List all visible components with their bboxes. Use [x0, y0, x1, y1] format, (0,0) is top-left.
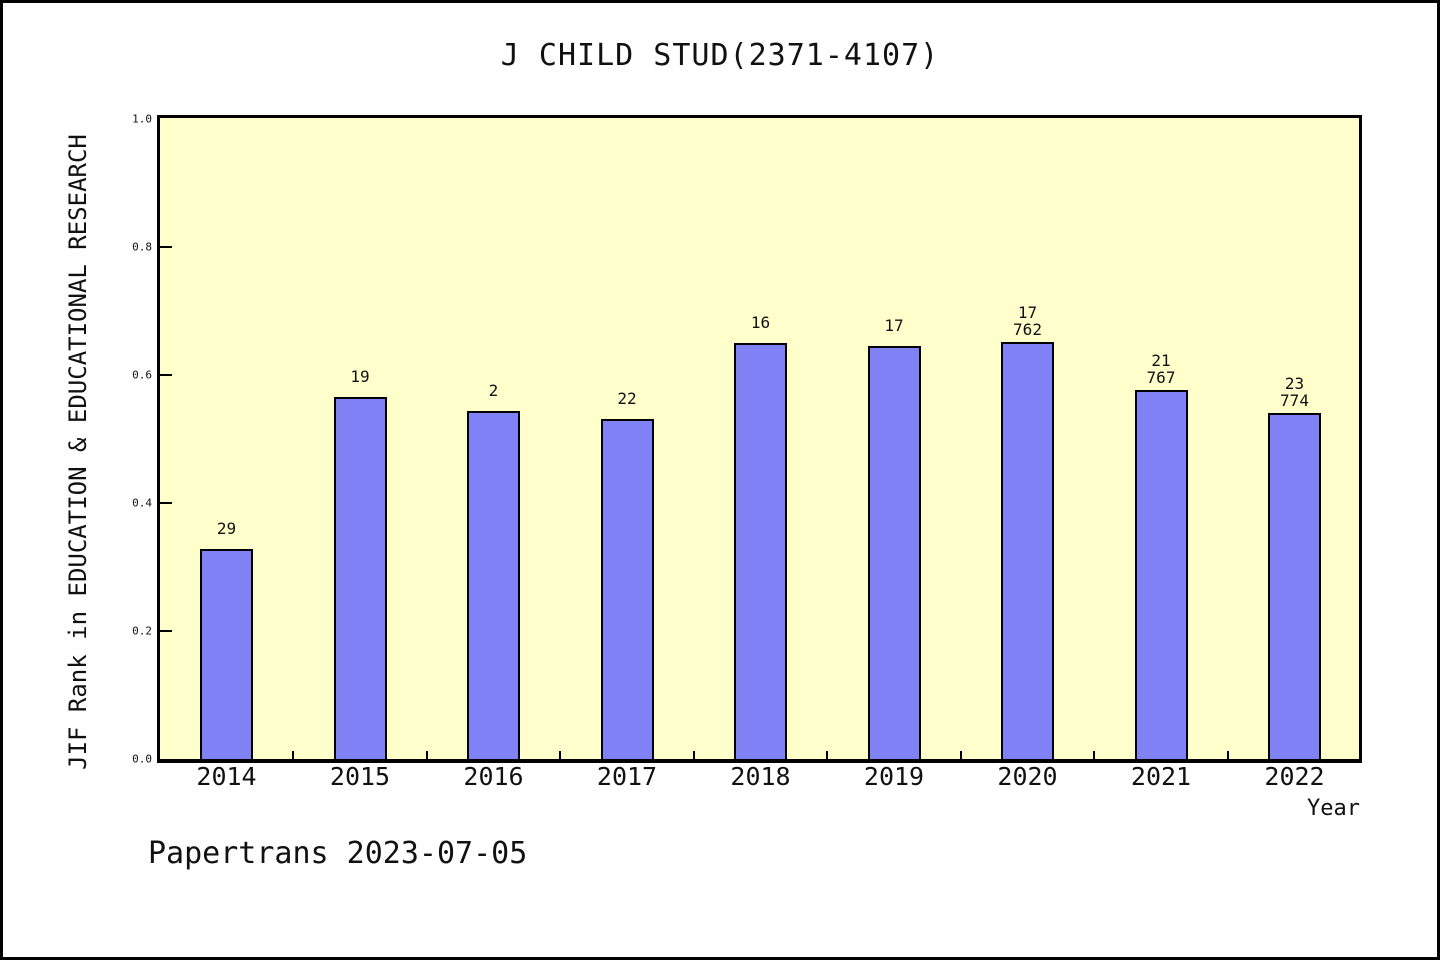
bar-2016: [467, 411, 520, 759]
y-tick-mark: [160, 374, 172, 376]
bar-value-line: 767: [1146, 368, 1176, 387]
x-minor-tick: [959, 751, 962, 759]
bar-value-label: 2: [434, 382, 554, 399]
bar-value-label: 21 767: [1101, 352, 1221, 386]
bar-value-line: 19: [350, 367, 370, 386]
x-axis-label: Year: [1307, 796, 1360, 821]
bar-value-label: 17 762: [968, 304, 1088, 338]
x-minor-tick: [559, 751, 562, 759]
x-minor-tick: [692, 751, 695, 759]
bar-value-label: 29: [167, 520, 287, 537]
x-tick-label-2021: 2021: [1130, 762, 1192, 791]
bar-value-line: 774: [1280, 391, 1309, 410]
y-tick-label: 0.4: [132, 496, 152, 510]
x-tick-label-2019: 2019: [863, 762, 925, 791]
y-tick-label: 0.6: [132, 368, 152, 382]
x-minor-tick: [1093, 751, 1096, 759]
x-tick-label-2017: 2017: [596, 762, 658, 791]
bar-value-line: 2: [488, 381, 499, 400]
bar-2020: [1001, 342, 1054, 759]
bar-value-label: 16: [701, 314, 821, 331]
bar-2019: [867, 346, 921, 759]
bar-2017: [600, 419, 654, 759]
bar-value-line: 23: [1284, 374, 1305, 393]
y-tick-mark: [160, 502, 172, 504]
y-tick-label: 0.2: [132, 624, 152, 638]
bar-value-label: 23 774: [1235, 375, 1355, 409]
bar-value-label: 17: [834, 317, 954, 334]
x-tick-label-2020: 2020: [997, 762, 1058, 791]
bar-value-line: 17: [1017, 303, 1038, 322]
x-minor-tick: [826, 751, 829, 759]
x-tick-label-2016: 2016: [463, 762, 524, 791]
x-minor-tick: [292, 751, 295, 759]
bar-2021: [1134, 390, 1188, 759]
y-tick-label: 0.8: [132, 240, 152, 254]
bar-value-line: 762: [1013, 320, 1042, 339]
plot-inner: 29 19 2 22 16 17 17 762 21 767 23 774: [160, 118, 1359, 759]
x-minor-tick: [1226, 751, 1229, 759]
bar-value-line: 22: [617, 389, 637, 408]
y-tick-label: 0.0: [132, 752, 152, 766]
bar-2014: [200, 549, 253, 759]
y-tick-label: 1.0: [132, 112, 152, 126]
bar-2022: [1268, 413, 1321, 759]
bar-value-line: 29: [216, 519, 237, 538]
bar-value-label: 22: [567, 390, 687, 407]
bar-value-line: 17: [884, 316, 904, 335]
bar-value-label: 19: [300, 368, 420, 385]
plot-area: 29 19 2 22 16 17 17 762 21 767 23 774: [157, 115, 1362, 763]
bar-2018: [734, 343, 787, 759]
x-tick-label-2018: 2018: [730, 762, 791, 791]
y-tick-mark: [160, 246, 172, 248]
x-tick-label-2022: 2022: [1264, 762, 1325, 791]
y-axis-label: JIF Rank in EDUCATION & EDUCATIONAL RESE…: [64, 134, 92, 770]
bar-value-line: 21: [1151, 351, 1171, 370]
x-minor-tick: [425, 751, 428, 759]
bar-value-line: 16: [750, 313, 771, 332]
x-tick-label-2014: 2014: [196, 762, 257, 791]
y-tick-mark: [160, 630, 172, 632]
x-tick-label-2015: 2015: [329, 762, 391, 791]
chart-title: J CHILD STUD(2371-4107): [500, 38, 940, 73]
bar-2015: [333, 397, 387, 759]
footer-watermark: Papertrans 2023-07-05: [148, 836, 528, 871]
